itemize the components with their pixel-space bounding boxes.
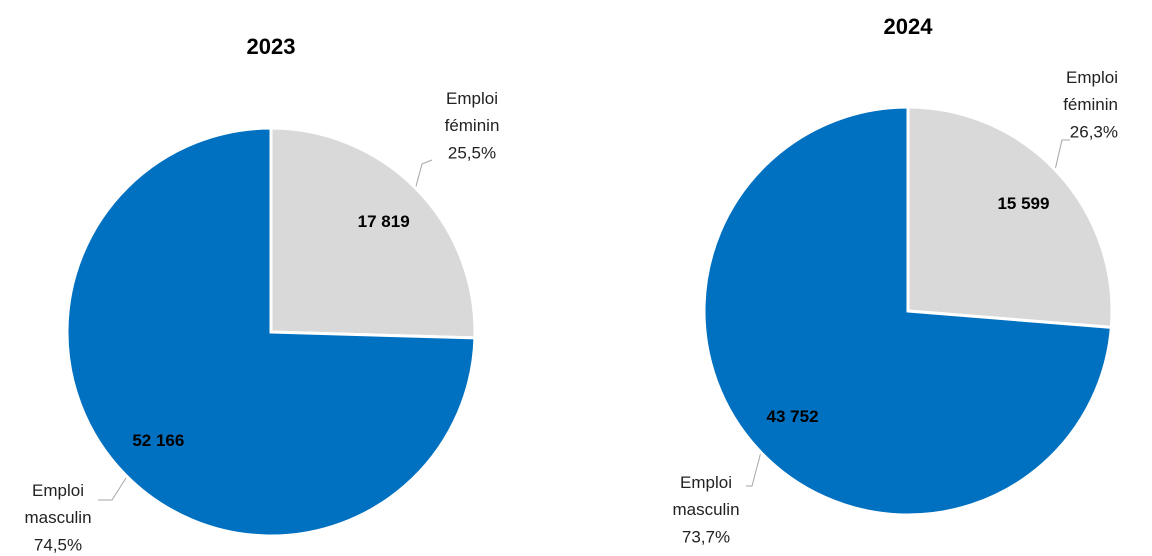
pie-slice [65,126,477,538]
pie-slice [269,126,477,340]
category-label: Emploi féminin [1063,68,1118,114]
pie-slice [702,105,1113,517]
category-label: Emploi masculin [24,481,91,527]
value-label: 43 752 [767,407,819,426]
chart-title: 2023 [247,34,296,59]
leader-line [414,159,433,191]
category-label: Emploi masculin [672,473,739,519]
percent-label: 26,3% [1070,122,1118,141]
leader-line [98,477,127,501]
value-label: 15 599 [997,194,1049,213]
percent-label: 25,5% [448,143,496,162]
category-label: Emploi féminin [445,89,500,135]
leader-line [746,447,763,487]
percent-label: 73,7% [682,527,730,546]
value-label: 52 166 [132,431,184,450]
percent-label: 74,5% [34,535,82,554]
leader-line [1054,139,1070,171]
chart-title: 2024 [884,14,934,39]
pie-slice [906,105,1114,330]
value-label: 17 819 [358,212,410,231]
